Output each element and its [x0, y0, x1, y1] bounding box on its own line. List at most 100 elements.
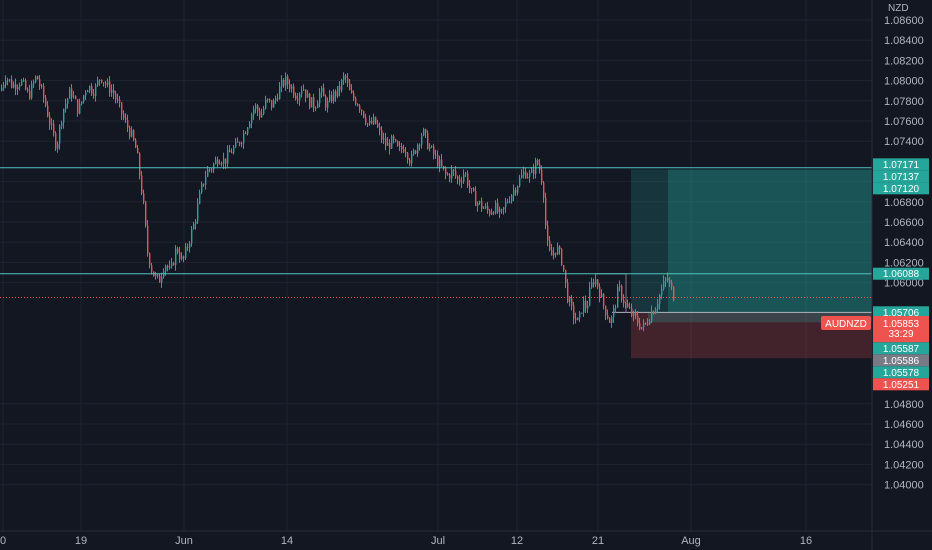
candle-body [73, 96, 75, 98]
candle-body [525, 171, 527, 179]
candle-body [503, 207, 505, 210]
candle-body [437, 154, 439, 167]
candle-body [507, 201, 509, 203]
candle-body [95, 85, 97, 97]
y-tick-label: 1.08200 [884, 55, 924, 67]
candle-body [623, 299, 625, 304]
candle-body [209, 169, 211, 171]
candle-body [103, 82, 105, 84]
candle-body [455, 170, 457, 177]
y-axis[interactable]: 1.08600 1.08400 1.08200 1.08000 1.07800 1.076… [884, 15, 924, 492]
candle-body [267, 98, 269, 100]
candle-body [161, 277, 163, 283]
candle-body [29, 90, 31, 99]
candle-body [617, 286, 619, 308]
candle-body [347, 78, 349, 83]
candle-body [417, 144, 419, 154]
candle-body [229, 150, 231, 153]
candle-body [25, 80, 27, 90]
candle-body [305, 89, 307, 98]
candle-body [505, 202, 507, 208]
candle-body [445, 168, 447, 174]
candle-body [173, 262, 175, 265]
candle-body [123, 114, 125, 118]
candle-body [425, 129, 427, 133]
candle-body [331, 95, 333, 102]
candle-body [407, 153, 409, 160]
price-tag-label: 1.07137 [883, 172, 920, 183]
candle-body [87, 90, 89, 93]
candle-body [555, 252, 557, 255]
currency-label: NZD [888, 3, 909, 14]
y-tick-label: 1.07400 [884, 136, 924, 148]
candle-body [635, 311, 637, 317]
candle-body [433, 146, 435, 155]
y-tick-label: 1.08400 [884, 35, 924, 47]
price-tag [873, 170, 929, 183]
candle-body [191, 229, 193, 244]
candle-body [541, 169, 543, 183]
candle-body [283, 80, 285, 86]
candle-body [33, 81, 35, 84]
candle-body [605, 305, 607, 316]
candle-body [319, 92, 321, 104]
candle-body [107, 81, 109, 85]
candle-body [135, 140, 137, 148]
candle-body [317, 103, 319, 108]
symbol-text: AUDNZD [825, 319, 867, 330]
candle-body [615, 307, 617, 309]
y-tick-label: 1.04400 [884, 439, 924, 451]
candle-body [651, 311, 653, 322]
candle-body [43, 85, 45, 98]
candle-body [371, 121, 373, 124]
candle-body [313, 97, 315, 109]
candle-body [89, 86, 91, 91]
price-tag [873, 378, 929, 391]
candle-body [543, 182, 545, 198]
x-axis[interactable]: 0 19 Jun 14 Jul 12 21 Aug 16 [0, 535, 812, 547]
candle-body [439, 159, 441, 167]
candle-body [299, 93, 301, 101]
candle-body [395, 139, 397, 142]
price-tag [873, 182, 929, 195]
candle-body [545, 197, 547, 226]
candle-body [327, 101, 329, 108]
candle-body [253, 108, 255, 115]
candle-body [141, 175, 143, 194]
candle-body [625, 303, 627, 305]
candle-body [251, 114, 253, 124]
candle-body [255, 105, 257, 109]
candle-body [3, 84, 5, 88]
candle-body [5, 80, 7, 85]
y-tick-label: 1.06600 [884, 217, 924, 229]
candle-body [573, 305, 575, 319]
candle-body [21, 80, 23, 85]
countdown-timer: 33:29 [888, 329, 913, 340]
candle-body [129, 127, 131, 137]
position-zones [596, 169, 872, 359]
candle-body [293, 86, 295, 96]
candle-body [257, 105, 259, 112]
candle-body [349, 82, 351, 91]
candle-body [451, 169, 453, 179]
candle-body [169, 266, 171, 268]
candle-body [483, 207, 485, 209]
candle-body [31, 83, 33, 99]
candle-body [99, 79, 101, 81]
candle-body [291, 86, 293, 89]
candle-body [47, 105, 49, 117]
candle-body [585, 300, 587, 309]
candle-body [401, 146, 403, 150]
candle-body [569, 298, 571, 302]
candle-body [185, 246, 187, 258]
candle-body [281, 80, 283, 87]
candle-body [301, 90, 303, 94]
candle-body [537, 160, 539, 165]
candle-body [527, 176, 529, 179]
candle-body [591, 282, 593, 288]
candle-body [471, 188, 473, 190]
candle-body [117, 99, 119, 101]
candle-body [511, 195, 513, 202]
last-price-value: 1.05853 [883, 319, 920, 330]
